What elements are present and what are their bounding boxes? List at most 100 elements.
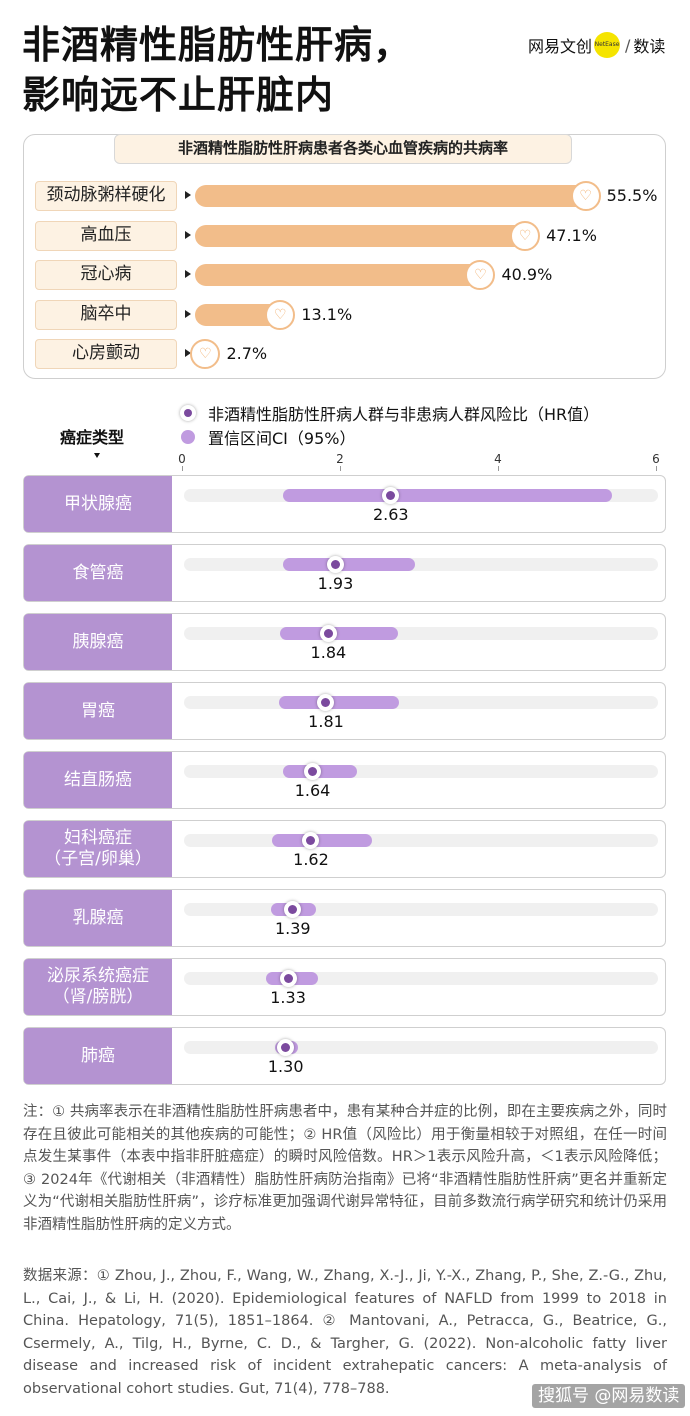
forest-track [184,696,658,709]
comorbidity-value: 13.1% [301,304,353,324]
confidence-interval-bar [272,834,372,847]
data-source: 数据来源：① Zhou, J., Zhou, F., Wang, W., Zha… [23,1268,667,1397]
axis-tick [498,466,499,471]
hazard-ratio-point [277,1039,295,1056]
brand-left: 网易文创 [528,37,593,56]
cancer-type-label: 泌尿系统癌症 （肾/膀胱） [24,959,172,1015]
hazard-ratio-point [304,763,322,780]
forest-track [184,558,658,571]
comorbidity-label: 脑卒中 [35,299,177,330]
hazard-ratio-value: 1.30 [267,1057,304,1076]
comorbidity-value: 40.9% [501,265,553,284]
triangle-right-icon [185,309,191,318]
comorbidity-label: 颈动脉粥样硬化 [35,181,177,211]
comorbidity-label: 冠心病 [35,260,177,290]
confidence-interval-bar [283,558,416,571]
forest-track [184,903,658,916]
comorbidity-row: 心房颤动 ♡ 2.7% [35,339,675,371]
forest-row: 妇科癌症 （子宫/卵巢） 1.62 [23,820,666,878]
forest-track [184,1041,658,1054]
forest-row: 甲状腺癌 2.63 [23,475,666,533]
cancer-type-label: 乳腺癌 [24,890,172,946]
forest-row: 结直肠癌 1.64 [23,751,666,809]
axis-tick-label: 0 [178,452,186,466]
hazard-ratio-value: 1.39 [274,919,311,938]
comorbidity-chart-title: 非酒精性脂肪性肝病患者各类心血管疾病的共病率 [114,134,572,164]
cancer-type-label: 肺癌 [24,1028,172,1084]
legend-hr-label: 非酒精性脂肪性肝病人群与非患病人群风险比（HR值） [208,405,600,424]
heart-icon: ♡ [570,181,601,211]
forest-track [184,765,658,778]
hazard-ratio-value: 1.84 [310,643,347,662]
watermark: 搜狐号 @网易数读 [532,1384,686,1408]
forest-row: 肺癌 1.30 [23,1027,666,1085]
forest-row: 食管癌 1.93 [23,544,666,602]
forest-row: 胰腺癌 1.84 [23,613,666,671]
hazard-ratio-point [319,625,337,642]
hazard-ratio-value: 1.81 [308,712,344,731]
cancer-type-label: 妇科癌症 （子宫/卵巢） [24,821,172,877]
hazard-ratio-point [382,487,400,504]
axis-tick-label: 2 [336,452,344,466]
comorbidity-bar [195,264,490,286]
page-title-line2: 影响远不止肝脏内 [22,73,335,117]
hazard-ratio-value: 1.93 [317,574,354,593]
hazard-ratio-value: 2.63 [372,505,409,524]
axis-tick-label: 6 [652,452,660,466]
hazard-ratio-point [302,832,320,849]
comorbidity-bar [195,224,535,247]
cancer-type-label: 甲状腺癌 [24,476,172,532]
hazard-ratio-value: 1.62 [293,850,329,869]
forest-track [184,834,658,847]
heart-icon: ♡ [190,339,221,369]
axis-tick [340,466,341,471]
cancer-type-label: 结直肠癌 [24,752,172,808]
page-title-line1: 非酒精性脂肪性肝病， [22,23,413,67]
triangle-down-icon [94,453,100,458]
axis-tick [182,466,183,471]
forest-row: 泌尿系统癌症 （肾/膀胱） 1.33 [23,958,666,1016]
legend-ci-label: 置信区间CI（95%） [208,429,356,448]
triangle-right-icon [185,270,191,278]
hazard-ratio-value: 1.64 [294,781,331,800]
brand-right: 数读 [633,37,666,56]
triangle-right-icon [185,230,191,239]
legend-ci: 置信区间CI（95%） [180,425,355,449]
hazard-ratio-point [317,694,335,711]
heart-icon: ♡ [465,260,496,290]
hazard-ratio-point [284,901,302,918]
comorbidity-bar [195,185,595,207]
heart-icon: ♡ [265,299,296,330]
brand-logo: 网易文创 NetEase / 数读 [528,30,665,60]
comorbidity-row: 颈动脉粥样硬化 ♡ 55.5% [35,181,675,213]
hazard-ratio-point [279,970,297,987]
brand-dot-icon: NetEase [594,32,621,58]
comorbidity-label: 心房颤动 [35,339,177,369]
confidence-interval-bar [278,696,399,709]
brand-separator: / [625,35,631,55]
forest-row: 胃癌 1.81 [23,682,666,740]
comorbidity-value: 47.1% [546,225,597,245]
triangle-right-icon [185,191,191,199]
hazard-ratio-value: 1.33 [270,988,306,1007]
forest-track [184,972,658,985]
forest-row: 乳腺癌 1.39 [23,889,666,947]
footnote: 注：① 共病率表示在非酒精性脂肪性肝病患者中，患有某种合并症的比例，即在主要疾病… [23,1104,667,1233]
confidence-interval-bar [283,489,612,502]
page-title: 非酒精性脂肪性肝病， 影响远不止肝脏内 [22,20,412,120]
legend-hr: 非酒精性脂肪性肝病人群与非患病人群风险比（HR值） [180,401,599,425]
triangle-right-icon [185,349,191,357]
heart-icon: ♡ [510,220,541,251]
hazard-ratio-point [326,556,344,573]
ci-marker-icon [181,430,195,444]
category-title: 癌症类型 [60,428,125,447]
cancer-type-label: 食管癌 [24,545,172,601]
comorbidity-row: 脑卒中 ♡ 13.1% [35,299,675,332]
confidence-interval-bar [280,627,398,640]
axis-tick-label: 4 [494,452,502,466]
comorbidity-value: 55.5% [606,186,658,205]
forest-track [184,627,658,640]
comorbidity-value: 2.7% [226,344,268,363]
axis-tick [656,466,657,471]
comorbidity-row: 冠心病 ♡ 40.9% [35,260,675,292]
